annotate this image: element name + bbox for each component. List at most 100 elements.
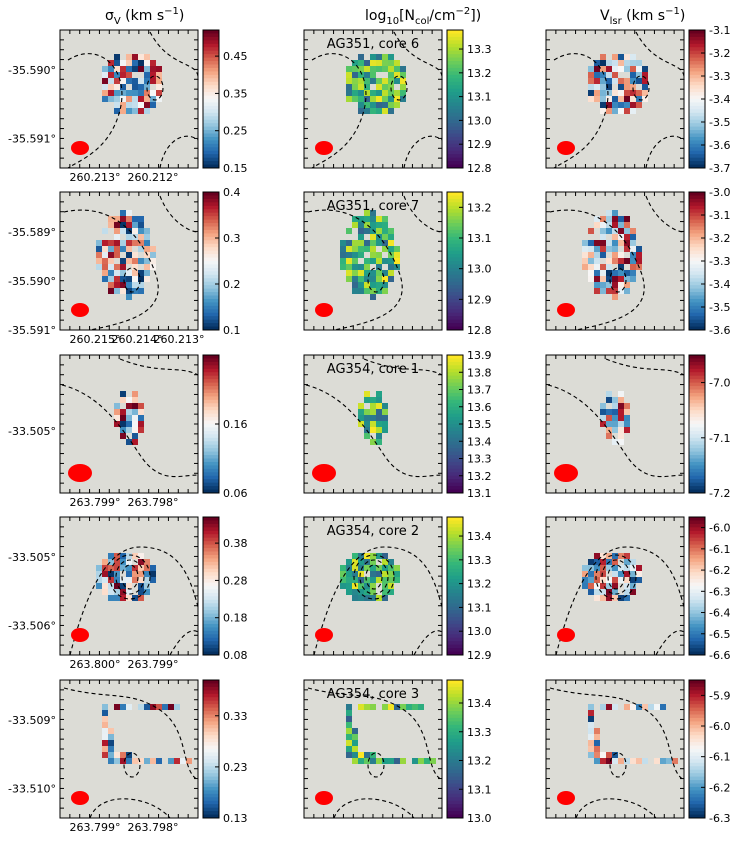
colorbar-segment [203, 116, 219, 121]
data-pixel [114, 565, 120, 571]
colorbar-segment [203, 475, 219, 480]
ra-tick-label: 263.798° [128, 821, 179, 834]
colorbar-segment [203, 375, 219, 380]
colorbar-segment [689, 565, 705, 570]
colorbar-segment [689, 126, 705, 131]
colorbar-tick-label: -3.7 [709, 162, 730, 175]
core-contour [632, 75, 650, 101]
colorbar-segment [203, 544, 219, 549]
colorbar-segment [689, 102, 705, 107]
core-label: AG354, core 1 [327, 362, 419, 377]
colorbar-segment [689, 403, 705, 408]
data-pixel [132, 758, 138, 764]
colorbar-segment [447, 198, 463, 203]
colorbar-segment [203, 742, 219, 747]
data-pixel [630, 246, 636, 252]
data-pixel [382, 102, 388, 108]
data-pixel [618, 258, 624, 264]
data-pixel [358, 228, 364, 234]
colorbar-tick-label: 13.6 [467, 401, 492, 414]
colorbar-segment [689, 302, 705, 307]
data-pixel [138, 282, 144, 288]
data-pixel [594, 559, 600, 565]
colorbar-segment [203, 264, 219, 269]
data-pixel [138, 589, 144, 595]
data-pixel [600, 252, 606, 258]
data-pixel [376, 577, 382, 583]
data-pixel [156, 72, 162, 78]
data-pixel [138, 427, 144, 433]
colorbar-segment [689, 728, 705, 733]
colorbar-segment [203, 312, 219, 317]
colorbar-tick-label: 12.9 [467, 138, 492, 151]
data-pixel [582, 246, 588, 252]
colorbar-segment [447, 92, 463, 97]
data-pixel [382, 90, 388, 96]
colorbar-segment [447, 579, 463, 584]
colorbar-segment [689, 319, 705, 324]
data-pixel [346, 746, 352, 752]
colorbar-segment [203, 61, 219, 65]
data-pixel [388, 704, 394, 710]
data-pixel [358, 240, 364, 246]
colorbar-segment [203, 261, 219, 265]
colorbar-segment [689, 731, 705, 736]
data-pixel [108, 728, 114, 734]
data-pixel [376, 282, 382, 288]
colorbar-segment [203, 749, 219, 753]
title-part: 10 [386, 16, 399, 27]
colorbar-segment [447, 575, 463, 580]
title-part: lsr [610, 16, 623, 27]
data-pixel [370, 216, 376, 222]
data-pixel [630, 102, 636, 108]
data-pixel [594, 595, 600, 601]
colorbar-segment [447, 143, 463, 148]
data-pixel [600, 704, 606, 710]
title-part: ) [179, 8, 184, 24]
colorbar-segment [689, 119, 705, 124]
dec-tick-label: -33.509° [8, 714, 56, 727]
colorbar-segment [689, 551, 705, 556]
data-pixel [594, 740, 600, 746]
data-pixel [624, 102, 630, 108]
colorbar-segment [689, 755, 705, 760]
data-pixel [594, 216, 600, 222]
data-pixel [346, 722, 352, 728]
colorbar-segment [447, 700, 463, 705]
data-pixel [126, 595, 132, 601]
data-pixel [606, 246, 612, 252]
colorbar-segment [447, 192, 463, 196]
colorbar-segment [447, 620, 463, 625]
colorbar-tick-label: 13.4 [467, 435, 492, 448]
data-pixel [114, 571, 120, 577]
data-pixel [600, 84, 606, 90]
colorbar-segment [203, 434, 219, 439]
data-pixel [388, 264, 394, 270]
colorbar-segment [689, 309, 705, 314]
data-pixel [654, 758, 660, 764]
data-pixel [388, 84, 394, 90]
data-pixel [358, 758, 364, 764]
data-pixel [138, 60, 144, 66]
data-pixel [370, 222, 376, 228]
data-pixel [352, 66, 358, 72]
data-pixel [156, 78, 162, 84]
colorbar-segment [203, 212, 219, 217]
colorbar-segment [203, 448, 219, 453]
data-pixel [126, 210, 132, 216]
data-pixel [612, 102, 618, 108]
colorbar-segment [203, 482, 219, 487]
data-pixel [138, 246, 144, 252]
colorbar-segment [689, 295, 705, 300]
ra-tick-label: 263.799° [70, 496, 121, 509]
colorbar-segment [203, 610, 219, 615]
colorbar-segment [203, 630, 219, 635]
contour-line [69, 546, 199, 656]
colorbar-segment [689, 250, 705, 255]
data-pixel [588, 577, 594, 583]
colorbar-segment [203, 278, 219, 283]
data-pixel [636, 246, 642, 252]
colorbar-segment [689, 143, 705, 148]
data-pixel [606, 84, 612, 90]
colorbar-segment [447, 154, 463, 159]
